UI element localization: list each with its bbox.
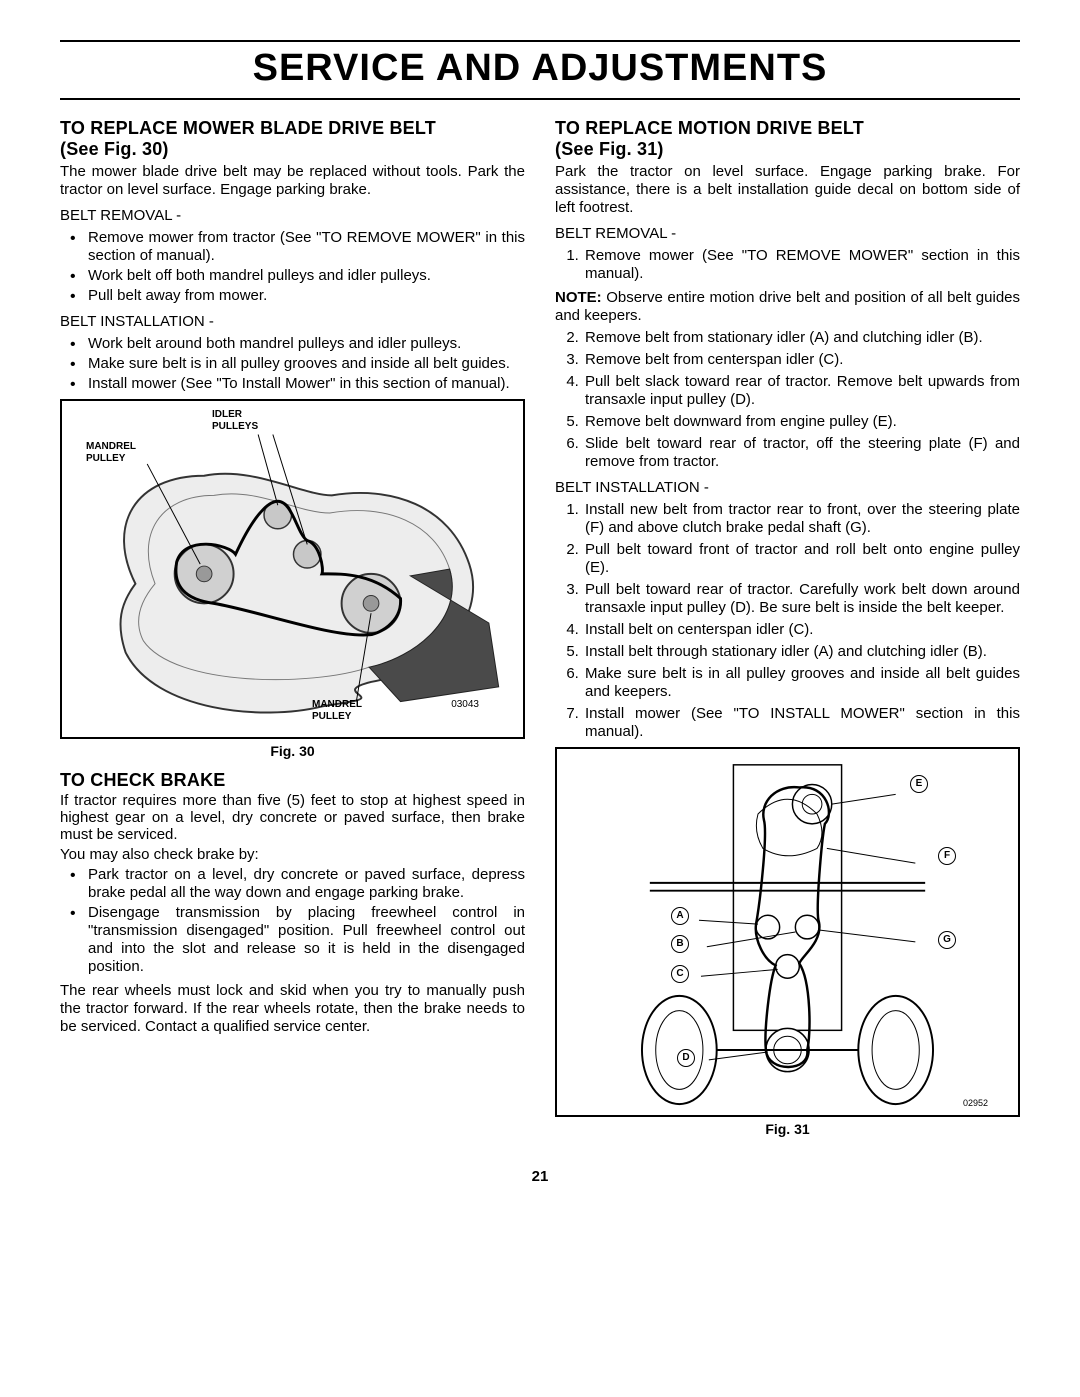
list-item: Install belt through stationary idler (A… — [583, 643, 1020, 661]
list-item: Remove belt from stationary idler (A) an… — [583, 329, 1020, 347]
label-C: C — [671, 965, 689, 983]
list-item: Remove belt downward from engine pulley … — [583, 413, 1020, 431]
label-E: E — [910, 775, 928, 793]
list-item: Pull belt toward rear of tractor. Carefu… — [583, 581, 1020, 617]
right-column: TO REPLACE MOTION DRIVE BELT (See Fig. 3… — [555, 114, 1020, 1148]
motion-removal-list-b: Remove belt from stationary idler (A) an… — [555, 329, 1020, 471]
label-idler: IDLER PULLEYS — [212, 409, 258, 433]
blade-removal-label: BELT REMOVAL - — [60, 207, 525, 225]
heading-line2: (See Fig. 30) — [60, 139, 169, 159]
fig30-code: 03043 — [451, 699, 479, 711]
list-item: Make sure belt is in all pulley grooves … — [583, 665, 1020, 701]
page-number: 21 — [60, 1168, 1020, 1186]
heading-line1: TO REPLACE MOWER BLADE DRIVE BELT — [60, 118, 436, 138]
heading-replace-motion-belt: TO REPLACE MOTION DRIVE BELT (See Fig. 3… — [555, 118, 1020, 161]
left-column: TO REPLACE MOWER BLADE DRIVE BELT (See F… — [60, 114, 525, 1148]
motion-intro: Park the tractor on level surface. Engag… — [555, 163, 1020, 217]
note-line: NOTE: Observe entire motion drive belt a… — [555, 289, 1020, 325]
list-item: Install new belt from tractor rear to fr… — [583, 501, 1020, 537]
list-item: Install belt on centerspan idler (C). — [583, 621, 1020, 639]
motion-removal-list-a: Remove mower (See "TO REMOVE MOWER" sect… — [555, 247, 1020, 283]
blade-removal-list: Remove mower from tractor (See "TO REMOV… — [60, 229, 525, 305]
heading-line1: TO REPLACE MOTION DRIVE BELT — [555, 118, 864, 138]
figure-31-box: E F G A B C D 02952 — [555, 747, 1020, 1117]
brake-p2: You may also check brake by: — [60, 846, 525, 864]
brake-p3: The rear wheels must lock and skid when … — [60, 982, 525, 1036]
label-mandrel-left: MANDREL PULLEY — [86, 441, 136, 465]
blade-install-label: BELT INSTALLATION - — [60, 313, 525, 331]
list-item: Remove mower (See "TO REMOVE MOWER" sect… — [583, 247, 1020, 283]
list-item: Pull belt toward front of tractor and ro… — [583, 541, 1020, 577]
list-item: Slide belt toward rear of tractor, off t… — [583, 435, 1020, 471]
brake-p1: If tractor requires more than five (5) f… — [60, 793, 525, 843]
label-mandrel-right: MANDREL PULLEY — [312, 699, 362, 723]
heading-replace-blade-belt: TO REPLACE MOWER BLADE DRIVE BELT (See F… — [60, 118, 525, 161]
list-item: Work belt around both mandrel pulleys an… — [88, 335, 525, 353]
label-G: G — [938, 931, 956, 949]
heading-check-brake: TO CHECK BRAKE — [60, 770, 525, 792]
list-item: Work belt off both mandrel pulleys and i… — [88, 267, 525, 285]
label-D: D — [677, 1049, 695, 1067]
note-bold: NOTE: — [555, 289, 602, 306]
label-F: F — [938, 847, 956, 865]
rule-top — [60, 40, 1020, 42]
list-item: Make sure belt is in all pulley grooves … — [88, 355, 525, 373]
list-item: Pull belt away from mower. — [88, 287, 525, 305]
list-item: Park tractor on a level, dry concrete or… — [88, 866, 525, 902]
list-item: Remove mower from tractor (See "TO REMOV… — [88, 229, 525, 265]
label-B: B — [671, 935, 689, 953]
note-text: Observe entire motion drive belt and pos… — [555, 289, 1020, 324]
heading-line2: (See Fig. 31) — [555, 139, 664, 159]
blade-intro: The mower blade drive belt may be replac… — [60, 163, 525, 199]
blade-install-list: Work belt around both mandrel pulleys an… — [60, 335, 525, 393]
list-item: Disengage transmission by placing freewh… — [88, 904, 525, 976]
fig30-caption: Fig. 30 — [60, 743, 525, 760]
label-A: A — [671, 907, 689, 925]
content-columns: TO REPLACE MOWER BLADE DRIVE BELT (See F… — [60, 114, 1020, 1148]
rule-bottom — [60, 98, 1020, 100]
list-item: Remove belt from centerspan idler (C). — [583, 351, 1020, 369]
motion-removal-label: BELT REMOVAL - — [555, 225, 1020, 243]
fig31-code: 02952 — [963, 1098, 988, 1109]
figure-30-box: IDLER PULLEYS MANDREL PULLEY MANDREL PUL… — [60, 399, 525, 739]
fig31-caption: Fig. 31 — [555, 1121, 1020, 1138]
motion-install-label: BELT INSTALLATION - — [555, 479, 1020, 497]
page-title: SERVICE AND ADJUSTMENTS — [60, 46, 1020, 92]
list-item: Install mower (See "To Install Mower" in… — [88, 375, 525, 393]
motion-install-list: Install new belt from tractor rear to fr… — [555, 501, 1020, 741]
list-item: Pull belt slack toward rear of tractor. … — [583, 373, 1020, 409]
list-item: Install mower (See "TO INSTALL MOWER" se… — [583, 705, 1020, 741]
brake-list: Park tractor on a level, dry concrete or… — [60, 866, 525, 976]
